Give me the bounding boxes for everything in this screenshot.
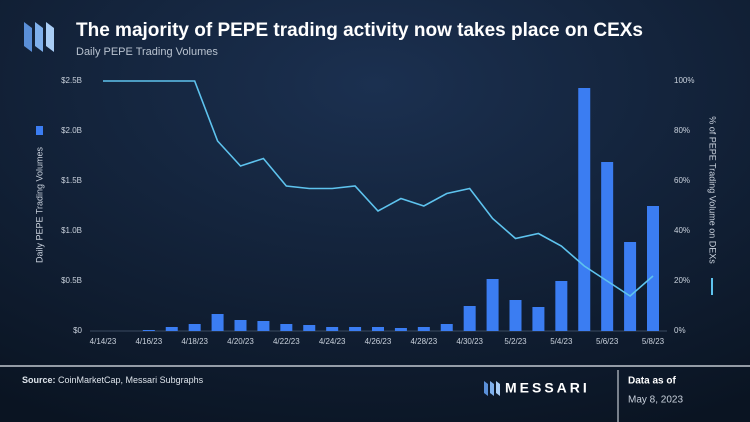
bar (555, 281, 568, 331)
y-tick-label: $2.0B (61, 126, 82, 135)
y2-tick-label: 80% (674, 126, 690, 135)
x-tick-label: 4/20/23 (227, 337, 254, 346)
bar (165, 327, 178, 331)
bar (372, 327, 384, 331)
logo (24, 22, 54, 52)
bar (601, 162, 614, 331)
bar (486, 279, 499, 331)
bar (532, 307, 545, 331)
x-tick-label: 4/30/23 (456, 337, 483, 346)
bar (280, 324, 293, 331)
chart-subtitle: Daily PEPE Trading Volumes (76, 46, 218, 58)
y2-tick-label: 100% (674, 76, 694, 85)
x-tick-label: 4/16/23 (135, 337, 162, 346)
bar (188, 324, 201, 331)
y2-tick-label: 40% (674, 226, 690, 235)
data-date: May 8, 2023 (628, 395, 683, 406)
x-tick-label: 4/14/23 (90, 337, 117, 346)
bar (142, 330, 155, 331)
x-tick-label: 5/4/23 (550, 337, 573, 346)
bar (647, 206, 659, 331)
x-tick-label: 5/8/23 (642, 337, 665, 346)
chart-title: The majority of PEPE trading activity no… (76, 20, 643, 41)
bar (303, 325, 316, 331)
bar (257, 321, 270, 331)
y2-tick-label: 0% (674, 326, 686, 335)
line (103, 80, 654, 298)
bar (440, 324, 453, 331)
y2-tick-label: 60% (674, 176, 690, 185)
bar (394, 328, 407, 331)
x-tick-label: 4/18/23 (181, 337, 208, 346)
x-tick-label: 4/26/23 (365, 337, 392, 346)
y-tick-label: $1.5B (61, 176, 82, 185)
y-tick-label: $0 (73, 326, 82, 335)
bar (234, 320, 247, 331)
source-text: CoinMarketCap, Messari Subgraphs (58, 375, 204, 385)
data-as-of: Data as of (628, 376, 676, 387)
y-tick-label: $2.5B (61, 76, 82, 85)
bar (211, 314, 224, 331)
bar (624, 242, 637, 331)
brand-logo (484, 381, 500, 396)
source: Source: CoinMarketCap, Messari Subgraphs (22, 375, 204, 385)
y-tick-label: $0.5B (61, 276, 82, 285)
legend-swatch (36, 126, 43, 135)
bar (463, 306, 476, 331)
x-tick-label: 5/2/23 (504, 337, 527, 346)
y2-tick-label: 20% (674, 276, 690, 285)
bar (326, 327, 339, 331)
y2-axis-title: % of PEPE Trading Volume on DEXs (708, 116, 718, 264)
source-label: Source: (22, 375, 56, 385)
bar (417, 327, 430, 331)
bar (578, 88, 591, 331)
y-axis-title: Daily PEPE Trading Volumes (34, 146, 44, 263)
x-tick-label: 5/6/23 (596, 337, 619, 346)
x-tick-label: 4/22/23 (273, 337, 300, 346)
brand: MESSARI (505, 380, 590, 396)
bar (349, 327, 362, 331)
y-tick-label: $1.0B (61, 226, 82, 235)
x-tick-label: 4/24/23 (319, 337, 346, 346)
bar (509, 300, 522, 331)
x-tick-label: 4/28/23 (410, 337, 437, 346)
